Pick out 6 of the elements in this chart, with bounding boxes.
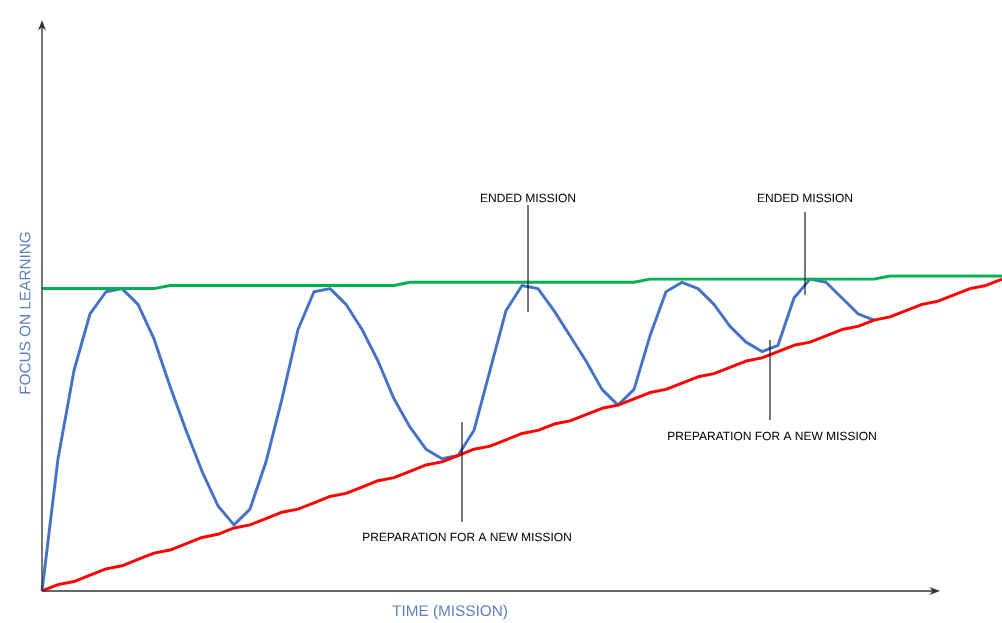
text: ENDED MISSION: [757, 193, 853, 203]
y-axis-title: FOCUS ON LEARNING: [19, 232, 31, 394]
text: ENDED MISSION: [480, 193, 576, 203]
annotation: PREPARATION FOR A NEW MISSION: [668, 431, 876, 441]
annotation: PREPARATION FOR A NEW MISSION: [363, 532, 571, 542]
x-axis-title: TIME (MISSION): [392, 604, 507, 620]
